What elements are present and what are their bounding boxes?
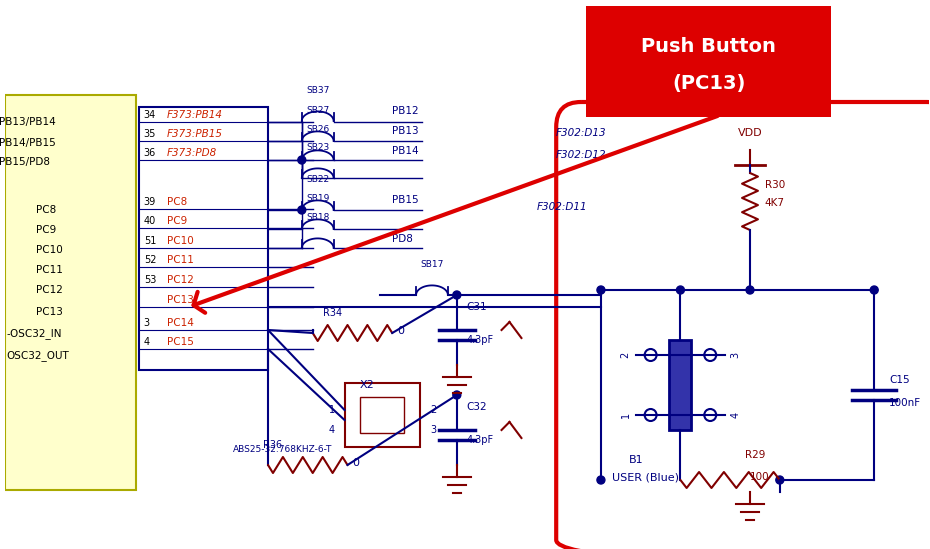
Text: 1: 1 (620, 412, 631, 418)
Text: X2: X2 (360, 380, 375, 390)
Circle shape (453, 291, 460, 299)
Text: F373:PB14: F373:PB14 (166, 110, 222, 120)
Text: PC13: PC13 (36, 307, 63, 317)
Circle shape (453, 391, 460, 399)
Text: PC10: PC10 (166, 236, 193, 246)
Text: 4: 4 (328, 425, 335, 435)
Text: SB22: SB22 (306, 175, 329, 184)
FancyBboxPatch shape (5, 95, 136, 490)
Circle shape (298, 156, 306, 164)
Text: PB14/PB15: PB14/PB15 (0, 138, 56, 148)
Text: PC8: PC8 (166, 197, 187, 207)
Text: R34: R34 (323, 308, 342, 318)
Text: SB23: SB23 (306, 143, 329, 152)
Text: SB17: SB17 (420, 260, 444, 269)
Text: PB13: PB13 (392, 126, 418, 136)
Text: PB12: PB12 (392, 106, 418, 116)
Text: F302:D11: F302:D11 (537, 202, 587, 212)
Text: R29: R29 (745, 450, 765, 460)
Text: PC11: PC11 (36, 265, 63, 275)
Text: PC15: PC15 (166, 337, 193, 347)
Text: PC9: PC9 (36, 225, 57, 235)
FancyBboxPatch shape (344, 383, 420, 447)
Text: 2: 2 (620, 352, 631, 358)
Text: PC9: PC9 (166, 216, 187, 226)
Text: R36: R36 (263, 440, 282, 450)
Circle shape (746, 286, 754, 294)
Text: 3: 3 (730, 352, 740, 358)
Text: 4.3pF: 4.3pF (467, 335, 494, 345)
Text: 0: 0 (352, 458, 360, 468)
Text: PB15/PD8: PB15/PD8 (0, 157, 49, 167)
Text: SB26: SB26 (306, 125, 329, 134)
Text: C15: C15 (889, 375, 910, 385)
Text: SB18: SB18 (306, 213, 329, 222)
Text: PC8: PC8 (36, 205, 57, 215)
Text: B1: B1 (629, 455, 643, 465)
Text: 3: 3 (144, 318, 150, 328)
Text: 39: 39 (144, 197, 156, 207)
Circle shape (597, 476, 605, 484)
Text: PB14: PB14 (392, 146, 418, 156)
FancyBboxPatch shape (361, 397, 405, 433)
Circle shape (597, 286, 605, 294)
Text: PC12: PC12 (166, 275, 193, 285)
Text: 4K7: 4K7 (764, 198, 785, 208)
Text: VDD: VDD (737, 128, 763, 138)
Text: 100: 100 (750, 472, 770, 482)
Text: 4: 4 (144, 337, 150, 347)
Text: 4: 4 (730, 412, 740, 418)
Text: 52: 52 (144, 255, 156, 265)
Text: PC12: PC12 (36, 285, 63, 295)
Text: SB37: SB37 (306, 86, 329, 95)
Text: SB27: SB27 (306, 106, 329, 115)
Text: F302:D12: F302:D12 (556, 150, 607, 160)
Text: 51: 51 (144, 236, 156, 246)
Text: 0: 0 (397, 326, 405, 336)
Text: 100nF: 100nF (889, 398, 922, 408)
Text: F373:PB15: F373:PB15 (166, 129, 222, 139)
Text: 36: 36 (144, 148, 156, 158)
Text: 40: 40 (144, 216, 156, 226)
FancyBboxPatch shape (139, 107, 268, 370)
Text: F302:D13: F302:D13 (556, 128, 607, 138)
Text: 3: 3 (430, 425, 436, 435)
Text: Push Button: Push Button (642, 37, 777, 56)
Text: 53: 53 (144, 275, 156, 285)
Text: 4.3pF: 4.3pF (467, 435, 494, 445)
Text: C31: C31 (467, 302, 487, 312)
Circle shape (676, 286, 684, 294)
Circle shape (298, 206, 306, 214)
Text: 34: 34 (144, 110, 156, 120)
Text: (PC13): (PC13) (672, 74, 746, 93)
Text: PB13/PB14: PB13/PB14 (0, 117, 56, 127)
Text: -OSC32_IN: -OSC32_IN (7, 328, 62, 339)
Text: 1: 1 (328, 405, 335, 415)
Circle shape (870, 286, 878, 294)
Text: PD8: PD8 (392, 234, 413, 244)
FancyBboxPatch shape (670, 340, 691, 430)
Text: R30: R30 (764, 180, 785, 190)
Text: C32: C32 (467, 402, 487, 412)
Text: PC10: PC10 (36, 245, 63, 255)
FancyBboxPatch shape (586, 6, 831, 117)
Text: F373:PD8: F373:PD8 (166, 148, 217, 158)
Text: PC14: PC14 (166, 318, 193, 328)
Text: ABS25-32.768KHZ-6-T: ABS25-32.768KHZ-6-T (233, 445, 333, 454)
Text: PC13: PC13 (166, 295, 193, 305)
Text: PB15: PB15 (392, 195, 418, 205)
Text: OSC32_OUT: OSC32_OUT (7, 351, 70, 361)
Text: 35: 35 (144, 129, 156, 139)
Text: PC11: PC11 (166, 255, 193, 265)
Circle shape (776, 476, 784, 484)
Text: SB19: SB19 (306, 194, 329, 203)
Text: USER (Blue): USER (Blue) (612, 472, 679, 482)
Text: 2: 2 (430, 405, 436, 415)
